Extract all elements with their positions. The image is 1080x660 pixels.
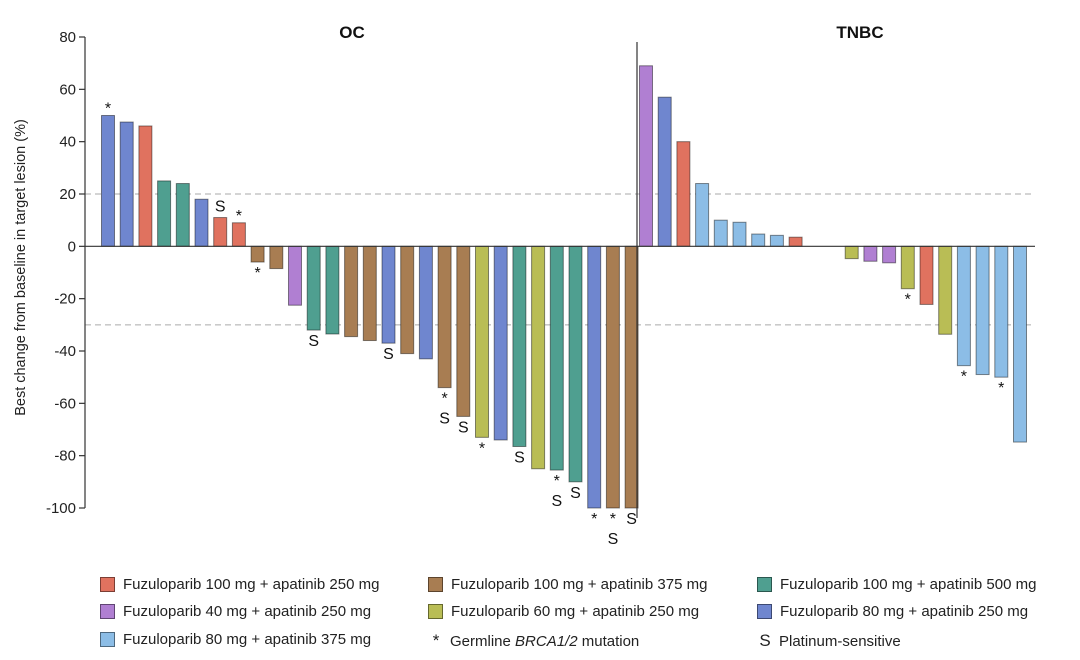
bar [437,245,452,389]
platinum-sensitive-marker: S [458,419,469,436]
germline-marker: * [905,292,911,309]
bar [381,245,396,344]
germline-marker: * [610,511,616,528]
y-tick-label: 20 [59,186,76,203]
bar [639,65,653,247]
y-axis-label: Best change from baseline in target lesi… [13,119,29,416]
bar [213,217,228,247]
y-tick-label: -60 [54,395,76,412]
bar [138,125,153,247]
bar [231,222,246,247]
bar [325,245,340,335]
platinum-sensitive-marker: S [308,333,319,350]
y-tick-label: 0 [68,238,76,255]
bar [863,245,878,262]
bar [306,245,321,331]
bar [788,236,803,247]
y-tick-label: -20 [54,291,76,308]
y-tick-label: -80 [54,448,76,465]
bar [938,245,953,335]
y-tick-label: -40 [54,343,76,360]
panel-title: OC [339,23,365,42]
bar [900,245,915,290]
y-tick-label: -100 [46,500,76,517]
bar [1013,245,1027,443]
germline-marker: * [591,511,597,528]
germline-marker: * [961,369,967,386]
bar [975,245,990,376]
bar [549,245,564,471]
y-tick-label: 40 [59,134,76,151]
bar [769,234,784,247]
platinum-sensitive-marker: S [626,511,637,528]
bar [713,219,728,247]
bar [657,96,672,247]
y-tick-label: 80 [59,29,76,46]
bar [362,245,377,342]
bar [250,245,265,263]
bar [418,245,433,360]
y-tick-label: 60 [59,81,76,98]
bar [624,245,639,509]
bar [456,245,471,417]
platinum-sensitive-marker: S [439,411,450,428]
bar [751,233,766,247]
bar [175,183,190,247]
bar [956,245,971,367]
bar [587,245,602,509]
panel-title: TNBC [836,23,883,42]
bar [119,121,134,247]
germline-marker: * [479,440,485,457]
bar [288,245,302,306]
germline-marker: * [254,265,260,282]
platinum-sensitive-marker: S [570,485,581,502]
germline-marker: * [554,473,560,490]
bar [568,245,583,483]
platinum-sensitive-marker: S [514,450,525,467]
bar [194,198,209,247]
germline-marker: * [441,391,447,408]
bar [994,245,1009,378]
bar [493,245,508,441]
platinum-sensitive-marker: S [551,493,562,510]
bar [919,245,934,305]
germline-marker: * [236,208,242,225]
bar [101,115,115,247]
bar [676,141,691,247]
bar [844,245,859,260]
bar [157,180,172,247]
germline-marker: * [105,101,111,118]
bar [344,245,359,338]
platinum-sensitive-marker: S [215,199,226,216]
bar [882,245,897,264]
platinum-sensitive-marker: S [383,346,394,363]
bar [475,245,489,438]
platinum-sensitive-marker: S [608,531,619,548]
bar [400,245,415,355]
bar [605,245,620,509]
bar [695,183,710,247]
germline-marker: * [998,380,1004,397]
bar [531,245,546,470]
bar [732,221,747,247]
bar [512,245,527,448]
bar [269,245,284,270]
